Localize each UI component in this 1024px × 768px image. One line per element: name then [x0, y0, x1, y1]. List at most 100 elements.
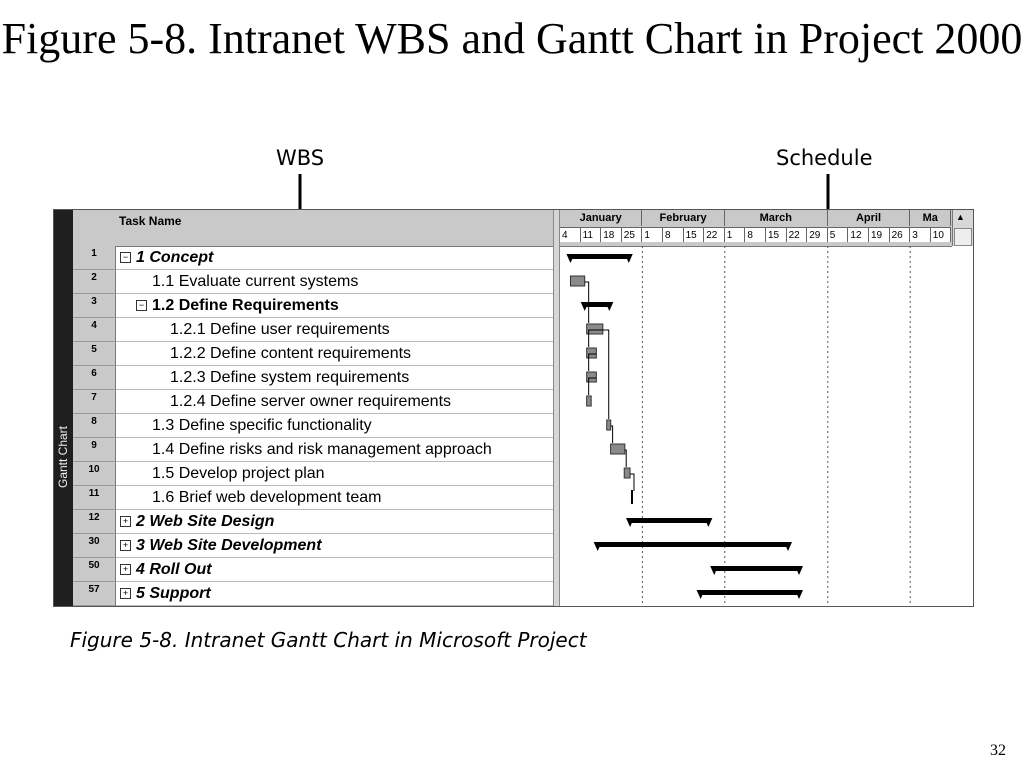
task-name-cell[interactable]: 1.5 Develop project plan: [116, 462, 553, 486]
dependency-arrow: [588, 377, 597, 395]
vertical-scrollbar[interactable]: ▲: [952, 210, 973, 246]
task-name-text: 4 Roll Out: [136, 561, 212, 578]
dependency-arrow: [630, 473, 635, 491]
gantt-summary-start-cap: [696, 590, 705, 599]
dependency-arrow: [588, 353, 597, 371]
collapse-icon[interactable]: −: [136, 300, 147, 311]
timescale-week: 10: [930, 227, 952, 242]
task-id-cell[interactable]: 5: [73, 342, 116, 366]
timescale-week: 5: [827, 227, 849, 242]
expand-icon[interactable]: +: [120, 564, 131, 575]
task-name-cell[interactable]: 1.2.4 Define server owner requirements: [116, 390, 553, 414]
dependency-arrow: [610, 425, 614, 443]
table-row[interactable]: 11 1.6 Brief web development team: [73, 486, 553, 510]
task-name-cell[interactable]: +4 Roll Out: [116, 558, 553, 582]
task-id-cell[interactable]: 3: [73, 294, 116, 318]
collapse-icon[interactable]: −: [120, 252, 131, 263]
gantt-summary-bar: [570, 254, 629, 259]
task-name-cell[interactable]: 1.3 Define specific functionality: [116, 414, 553, 438]
timescale-week: 8: [663, 227, 684, 242]
task-name-cell[interactable]: 1.2.2 Define content requirements: [116, 342, 553, 366]
task-name-text: 1.5 Develop project plan: [152, 465, 325, 482]
gantt-summary-end-cap: [795, 590, 804, 599]
task-id-cell[interactable]: 12: [73, 510, 116, 534]
timescale-week: 1: [724, 227, 746, 242]
task-id-cell[interactable]: 4: [73, 318, 116, 342]
timescale-week: 1: [642, 227, 663, 242]
task-id-cell[interactable]: 50: [73, 558, 116, 582]
dependency-arrow: [624, 449, 627, 467]
task-name-cell[interactable]: 1.1 Evaluate current systems: [116, 270, 553, 294]
task-id-cell[interactable]: 6: [73, 366, 116, 390]
table-row[interactable]: 30 +3 Web Site Development: [73, 534, 553, 558]
task-id-cell[interactable]: 7: [73, 390, 116, 414]
table-row[interactable]: 3−1.2 Define Requirements: [73, 294, 553, 318]
timescale-week: 22: [704, 227, 725, 242]
task-id-cell[interactable]: 10: [73, 462, 116, 486]
task-name-column-header[interactable]: Task Name: [116, 210, 553, 247]
table-row[interactable]: 12 +2 Web Site Design: [73, 510, 553, 534]
expand-icon[interactable]: +: [120, 516, 131, 527]
figure-caption: Figure 5-8. Intranet Gantt Chart in Micr…: [70, 628, 587, 652]
table-row[interactable]: 6 1.2.3 Define system requirements: [73, 366, 553, 390]
slide-title: Figure 5-8. Intranet WBS and Gantt Chart…: [0, 12, 1024, 66]
table-row[interactable]: 50 +4 Roll Out: [73, 558, 553, 582]
timescale-week: 8: [745, 227, 766, 242]
dependency-arrow: [602, 329, 610, 419]
task-id-cell[interactable]: 2: [73, 270, 116, 294]
task-name-text: 1.2 Define Requirements: [152, 297, 339, 314]
task-name-header-label: Task Name: [119, 214, 182, 228]
task-name-text: 5 Support: [136, 585, 211, 602]
pane-splitter[interactable]: [553, 210, 560, 606]
task-name-text: 1.3 Define specific functionality: [152, 417, 372, 434]
id-column-header[interactable]: [73, 210, 117, 247]
table-row[interactable]: 1−1 Concept: [73, 246, 553, 270]
task-id-cell[interactable]: 11: [73, 486, 116, 510]
timescale-month: January: [560, 210, 643, 226]
task-name-text: 1 Concept: [136, 249, 214, 266]
timescale-week: 25: [621, 227, 643, 242]
timescale-week: 18: [601, 227, 622, 242]
timescale-week: 12: [848, 227, 869, 242]
task-name-cell[interactable]: +5 Support: [116, 582, 553, 606]
table-row[interactable]: 9 1.4 Define risks and risk management ap…: [73, 438, 553, 462]
table-row[interactable]: 2 1.1 Evaluate current systems: [73, 270, 553, 294]
task-name-text: 1.2.1 Define user requirements: [170, 321, 390, 338]
schedule-callout-label: Schedule: [776, 146, 873, 170]
gantt-summary-end-cap: [784, 542, 793, 551]
gantt-task-bar: [623, 467, 631, 479]
task-id-cell[interactable]: 57: [73, 582, 116, 606]
expand-icon[interactable]: +: [120, 540, 131, 551]
scroll-thumb[interactable]: [954, 228, 972, 246]
table-row[interactable]: 5 1.2.2 Define content requirements: [73, 342, 553, 366]
view-label-gantt-chart[interactable]: Gantt Chart: [56, 425, 71, 489]
timescale-header: January February March April Ma 4 11 18 25 1 8 15 22…: [560, 210, 952, 247]
table-row[interactable]: 57 +5 Support: [73, 582, 553, 606]
task-id-cell[interactable]: 1: [73, 246, 116, 270]
scroll-up-icon[interactable]: ▲: [956, 212, 965, 222]
task-name-cell[interactable]: 1.2.3 Define system requirements: [116, 366, 553, 390]
task-name-cell[interactable]: 1.4 Define risks and risk management app…: [116, 438, 553, 462]
task-name-text: 1.2.2 Define content requirements: [170, 345, 412, 362]
wbs-callout-label: WBS: [276, 146, 325, 170]
task-name-cell[interactable]: 1.2.1 Define user requirements: [116, 318, 553, 342]
task-id-cell[interactable]: 8: [73, 414, 116, 438]
task-name-cell[interactable]: −1 Concept: [116, 246, 553, 270]
table-row[interactable]: 7 1.2.4 Define server owner requirements: [73, 390, 553, 414]
gantt-task-bar: [610, 443, 626, 455]
task-id-cell[interactable]: 30: [73, 534, 116, 558]
task-id-cell[interactable]: 9: [73, 438, 116, 462]
table-row[interactable]: 8 1.3 Define specific functionality: [73, 414, 553, 438]
task-name-text: 1.2.3 Define system requirements: [170, 369, 410, 386]
gantt-task-bar: [586, 395, 592, 407]
timescale-month: Ma: [910, 210, 952, 226]
task-name-cell[interactable]: +2 Web Site Design: [116, 510, 553, 534]
expand-icon[interactable]: +: [120, 588, 131, 599]
view-bar[interactable]: Gantt Chart: [54, 210, 73, 606]
page-number: 32: [990, 742, 1006, 759]
table-row[interactable]: 4 1.2.1 Define user requirements: [73, 318, 553, 342]
task-name-cell[interactable]: +3 Web Site Development: [116, 534, 553, 558]
table-row[interactable]: 10 1.5 Develop project plan: [73, 462, 553, 486]
task-name-cell[interactable]: −1.2 Define Requirements: [116, 294, 553, 318]
task-name-cell[interactable]: 1.6 Brief web development team: [116, 486, 553, 510]
